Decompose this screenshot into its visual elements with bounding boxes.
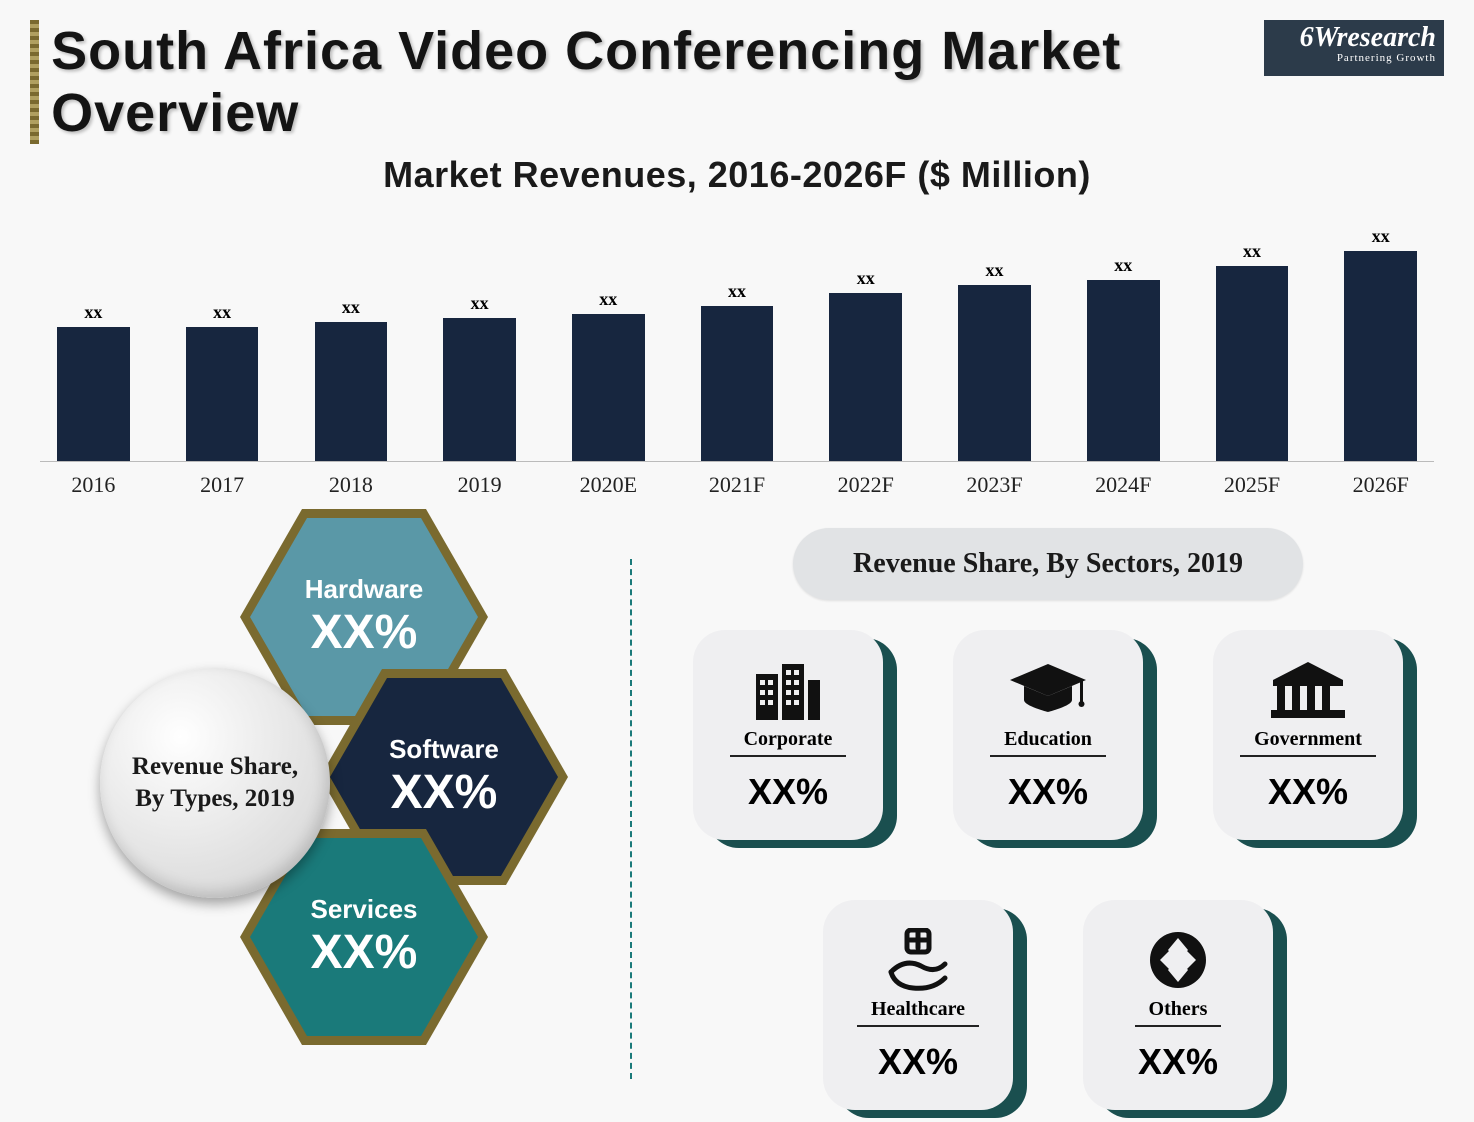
- accent-bar: [30, 20, 39, 144]
- bar: [701, 306, 774, 461]
- types-center-circle: Revenue Share, By Types, 2019: [100, 668, 330, 898]
- bar: [829, 293, 902, 461]
- hex-value: XX%: [311, 925, 418, 980]
- vertical-divider: [630, 559, 632, 1079]
- sector-card-inner: Corporate XX%: [693, 630, 883, 840]
- chart-x-axis: 2016 2017 2018 2019 2020E 2021F 2022F 2023F 2024…: [40, 462, 1434, 498]
- institution-icon: [1269, 658, 1347, 722]
- sector-card-inner: Healthcare XX%: [823, 900, 1013, 1110]
- sector-card-government: Government XX%: [1213, 630, 1403, 840]
- sectors-header: Revenue Share, By Sectors, 2019: [793, 528, 1303, 600]
- x-tick-label: 2020E: [563, 472, 654, 498]
- sector-card-others: Others XX%: [1083, 900, 1273, 1110]
- sectors-panel: Revenue Share, By Sectors, 2019 Corporat…: [662, 528, 1434, 1110]
- circle-diamonds-icon: [1148, 928, 1208, 992]
- x-tick-label: 2025F: [1207, 472, 1298, 498]
- sector-value: XX%: [1268, 771, 1348, 813]
- bar-column: xx: [563, 289, 654, 461]
- types-hex-cluster: HardwareXX%SoftwareXX%ServicesXX%Revenue…: [40, 528, 600, 1088]
- bar: [315, 322, 388, 461]
- bar-value-label: xx: [1243, 241, 1261, 262]
- sector-label: Corporate: [730, 728, 847, 757]
- bar-column: xx: [1078, 255, 1169, 461]
- bar: [572, 314, 645, 461]
- bar-column: xx: [692, 281, 783, 461]
- bar-column: xx: [177, 302, 268, 461]
- chart-plot-area: xx xx xx xx xx xx xx xx xx xx xx: [40, 202, 1434, 462]
- hex-value: XX%: [391, 765, 498, 820]
- bar: [57, 327, 130, 461]
- sector-card-education: Education XX%: [953, 630, 1143, 840]
- bar-value-label: xx: [471, 293, 489, 314]
- bar: [186, 327, 259, 461]
- bar-value-label: xx: [84, 302, 102, 323]
- graduation-icon: [1008, 658, 1088, 722]
- bar-value-label: xx: [728, 281, 746, 302]
- bar-column: xx: [1335, 226, 1426, 461]
- brand-logo: 6Wresearch Partnering Growth: [1264, 20, 1444, 76]
- bar-value-label: xx: [1372, 226, 1390, 247]
- sector-label: Healthcare: [857, 998, 979, 1027]
- x-tick-label: 2021F: [692, 472, 783, 498]
- x-tick-label: 2022F: [820, 472, 911, 498]
- logo-tagline: Partnering Growth: [1272, 52, 1436, 64]
- bar: [443, 318, 516, 461]
- sector-value: XX%: [1138, 1041, 1218, 1083]
- sector-card-inner: Others XX%: [1083, 900, 1273, 1110]
- health-icon: [883, 928, 953, 992]
- bar-value-label: xx: [986, 260, 1004, 281]
- sector-value: XX%: [1008, 771, 1088, 813]
- sector-value: XX%: [878, 1041, 958, 1083]
- sector-value: XX%: [748, 771, 828, 813]
- title-block: South Africa Video Conferencing Market O…: [30, 20, 1264, 144]
- bar: [1087, 280, 1160, 461]
- hex-name: Hardware: [305, 574, 424, 605]
- revenue-bar-chart: xxxxxxxxxxxxxxxxxxxxxx 20162017201820192…: [0, 202, 1474, 498]
- sector-label: Government: [1240, 728, 1376, 757]
- bar: [1344, 251, 1417, 461]
- bar-value-label: xx: [857, 268, 875, 289]
- bar-column: xx: [1207, 241, 1298, 461]
- hex-name: Services: [311, 894, 418, 925]
- sector-label: Others: [1135, 998, 1222, 1027]
- hex-name: Software: [389, 734, 499, 765]
- bar-value-label: xx: [599, 289, 617, 310]
- sector-card-corporate: Corporate XX%: [693, 630, 883, 840]
- x-tick-label: 2023F: [949, 472, 1040, 498]
- chart-title: Market Revenues, 2016-2026F ($ Million): [0, 154, 1474, 196]
- bar: [1216, 266, 1289, 461]
- x-tick-label: 2019: [434, 472, 525, 498]
- bar-value-label: xx: [213, 302, 231, 323]
- bar-column: xx: [820, 268, 911, 461]
- sector-card-inner: Education XX%: [953, 630, 1143, 840]
- page-title: South Africa Video Conferencing Market O…: [51, 20, 1264, 144]
- x-tick-label: 2024F: [1078, 472, 1169, 498]
- sectors-grid: CorporateXX%EducationXX%GovernmentXX%Hea…: [662, 630, 1434, 1110]
- sector-label: Education: [990, 728, 1106, 757]
- buildings-icon: [752, 658, 824, 722]
- bar-value-label: xx: [1114, 255, 1132, 276]
- logo-main: 6Wresearch: [1272, 24, 1436, 52]
- sector-card-inner: Government XX%: [1213, 630, 1403, 840]
- x-tick-label: 2018: [305, 472, 396, 498]
- bar-column: xx: [305, 297, 396, 461]
- x-tick-label: 2017: [177, 472, 268, 498]
- x-tick-label: 2016: [48, 472, 139, 498]
- bar-value-label: xx: [342, 297, 360, 318]
- header: South Africa Video Conferencing Market O…: [0, 0, 1474, 144]
- sector-card-healthcare: Healthcare XX%: [823, 900, 1013, 1110]
- bar-column: xx: [48, 302, 139, 461]
- bar-column: xx: [949, 260, 1040, 461]
- lower-section: HardwareXX%SoftwareXX%ServicesXX%Revenue…: [0, 528, 1474, 1110]
- x-tick-label: 2026F: [1335, 472, 1426, 498]
- hex-value: XX%: [311, 605, 418, 660]
- bar: [958, 285, 1031, 461]
- bar-column: xx: [434, 293, 525, 461]
